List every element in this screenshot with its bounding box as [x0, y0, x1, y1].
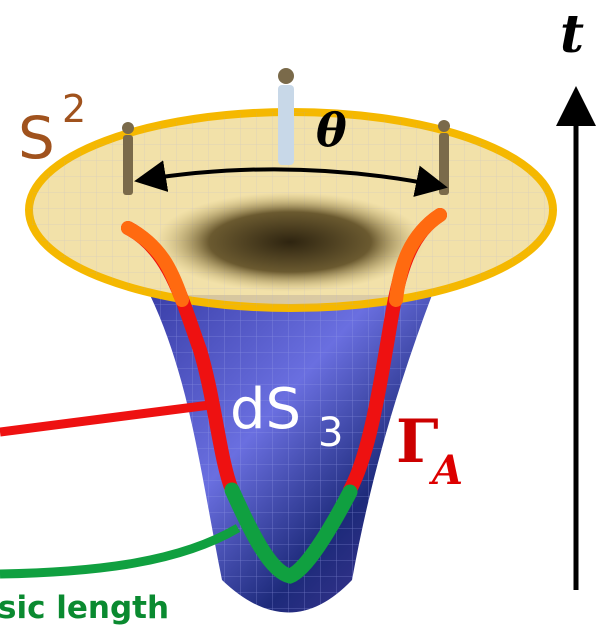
- time-label: t: [560, 4, 584, 65]
- diagram: t S 2 θ dS 3 Γ A sic length: [0, 0, 602, 636]
- geodesic-label: sic length: [0, 590, 169, 626]
- throat: [155, 192, 425, 292]
- pointer-line-red: [0, 405, 210, 432]
- desitter-label: dS: [230, 377, 301, 442]
- curve-sub: A: [428, 447, 463, 494]
- sphere-sup: 2: [62, 87, 86, 131]
- angle-label: θ: [316, 103, 347, 157]
- pointer-line-green: [0, 528, 238, 574]
- sphere-label: S: [18, 104, 55, 172]
- desitter-sub: 3: [318, 410, 343, 456]
